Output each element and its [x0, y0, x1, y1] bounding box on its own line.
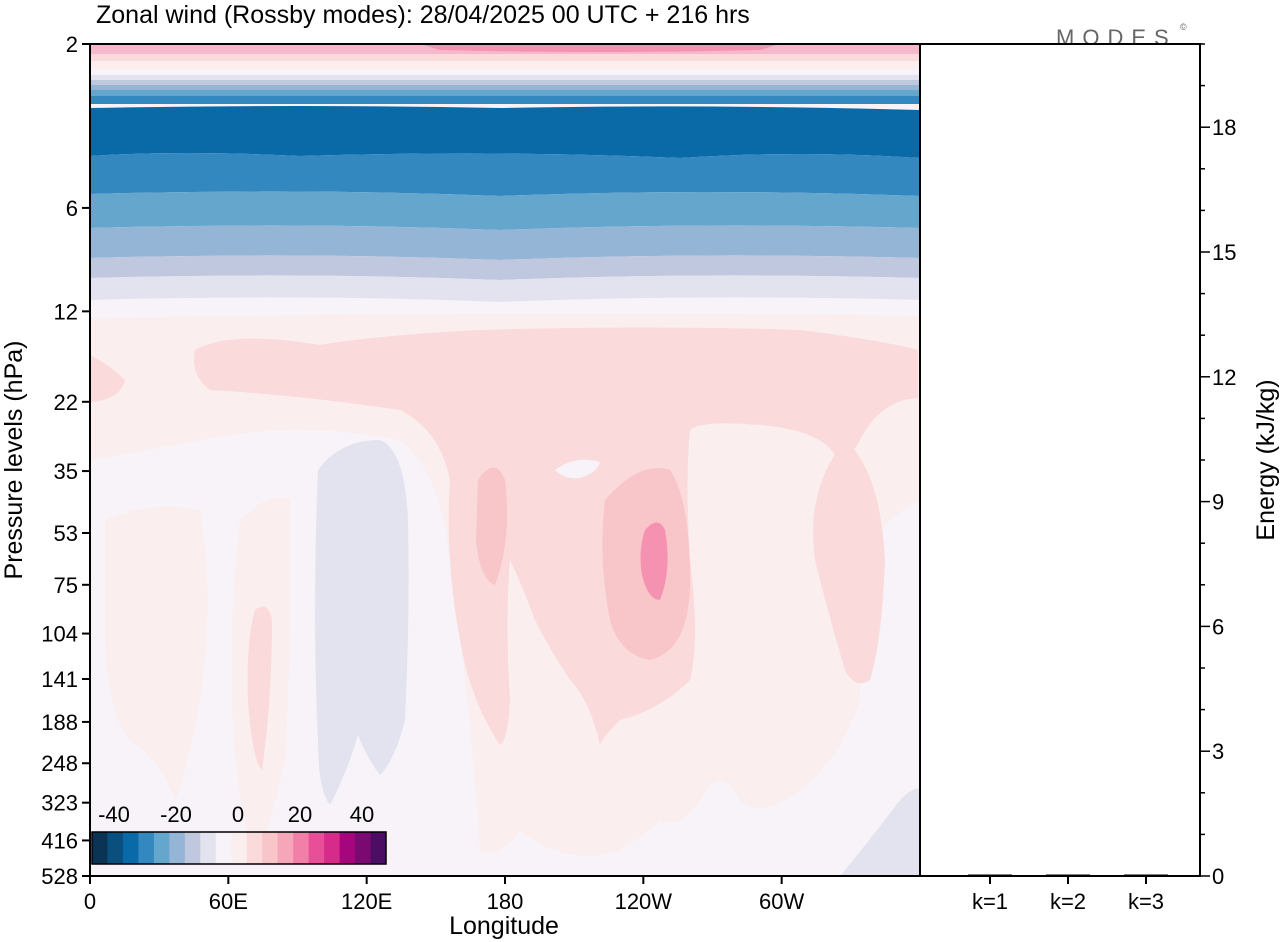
- band-blue-core: [90, 106, 920, 158]
- region-pink-left: [105, 506, 208, 800]
- energy-bars: k=1 k=2 k=3: [968, 874, 1168, 914]
- x-axis: 0 60E 120E 180 120W 60W: [84, 876, 805, 914]
- energy-bar: [968, 874, 1012, 876]
- y-tick-label: 528: [41, 864, 78, 889]
- y-tick-label: 2: [66, 32, 78, 57]
- y-tick-label: 35: [54, 459, 78, 484]
- energy-tick-label: 12: [1212, 365, 1236, 390]
- region-pink-strong-120w: [640, 522, 668, 600]
- energy-tick-label: 18: [1212, 115, 1236, 140]
- band-blue-4: [90, 96, 920, 104]
- logo-registered-mark: ©: [1180, 22, 1187, 32]
- colorbar-swatch: [138, 832, 155, 864]
- energy-tick-label: 15: [1212, 240, 1236, 265]
- energy-category-label: k=3: [1128, 889, 1164, 914]
- band-blue-mid-2: [90, 191, 920, 230]
- band-blue-lighter: [90, 255, 920, 280]
- colorbar-swatch: [92, 832, 108, 864]
- y-tick-label: 104: [41, 622, 78, 647]
- colorbar: -40 -20 0 20 40: [91, 802, 387, 865]
- x-tick-label: 60W: [759, 889, 804, 914]
- modes-logo: MODES: [1056, 25, 1177, 50]
- energy-panel-frame: [919, 43, 1201, 877]
- band-blue-2: [90, 85, 920, 90]
- band-blue-0: [90, 75, 920, 80]
- energy-category-label: k=2: [1050, 889, 1086, 914]
- y-axis: 2 6 12 22 35 53 75 104 141 188 248 323 416 528: [41, 32, 90, 889]
- x-tick-label: 120W: [615, 889, 673, 914]
- colorbar-swatch: [184, 832, 201, 864]
- band-pink-3: [90, 61, 920, 69]
- zonal-wind-heatmap: [90, 44, 920, 876]
- y-axis-label: Pressure levels (hPa): [0, 341, 28, 580]
- energy-axis: 0 3 6 9 12 15 18: [1200, 43, 1236, 889]
- y-tick-label: 53: [54, 521, 78, 546]
- band-neutral-1: [90, 69, 920, 75]
- colorbar-tick-label: -40: [98, 802, 130, 827]
- x-tick-label: 0: [84, 889, 96, 914]
- region-lavender-120e: [315, 440, 409, 805]
- colorbar-swatch: [293, 832, 310, 864]
- colorbar-swatch: [324, 832, 340, 864]
- y-tick-label: 12: [54, 299, 78, 324]
- y-tick-label: 323: [41, 791, 78, 816]
- colorbar-swatch: [122, 832, 139, 864]
- colorbar-frame: [91, 831, 387, 865]
- colorbar-swatch: [246, 832, 263, 864]
- region-pink-light-60e: [247, 606, 272, 770]
- colorbar-swatch: [169, 832, 186, 864]
- region-pale-patch: [555, 459, 600, 479]
- x-tick-label: 180: [487, 889, 524, 914]
- energy-bar: [1046, 874, 1090, 876]
- y-tick-label: 188: [41, 710, 78, 735]
- colorbar-tick-label: 0: [232, 802, 244, 827]
- energy-tick-label: 3: [1212, 739, 1224, 764]
- energy-axis-label: Energy (kJ/kg): [1252, 379, 1280, 540]
- y-tick-label: 141: [41, 667, 78, 692]
- region-pink-light-main: [194, 327, 918, 745]
- colorbar-tick-label: 20: [288, 802, 312, 827]
- region-lavender-se: [840, 788, 920, 876]
- energy-category-label: k=1: [972, 889, 1008, 914]
- colorbar-tick-label: -20: [160, 802, 192, 827]
- colorbar-swatch: [231, 832, 248, 864]
- y-tick-label: 22: [54, 390, 78, 415]
- y-tick-label: 75: [54, 573, 78, 598]
- band-blue-light: [90, 225, 920, 260]
- chart-title: Zonal wind (Rossby modes): 28/04/2025 00…: [96, 1, 750, 29]
- band-pink-2: [90, 54, 920, 61]
- colorbar-tick-label: 40: [350, 802, 374, 827]
- energy-tick-label: 0: [1212, 864, 1224, 889]
- band-blue-mid: [90, 153, 920, 196]
- colorbar-swatch: [355, 832, 371, 864]
- colorbar-swatch: [308, 832, 325, 864]
- x-axis-label: Longitude: [449, 912, 559, 940]
- region-pink-mid-180: [476, 467, 508, 585]
- region-pink-light-upper: [90, 355, 125, 402]
- y-tick-label: 416: [41, 828, 78, 853]
- band-lavender: [90, 275, 920, 302]
- x-tick-label: 60E: [209, 889, 248, 914]
- colorbar-swatch: [277, 832, 294, 864]
- colorbar-swatch: [200, 832, 217, 864]
- colorbar-swatch: [107, 832, 124, 864]
- colorbar-swatch: [215, 832, 232, 864]
- energy-tick-label: 9: [1212, 490, 1224, 515]
- energy-tick-label: 6: [1212, 614, 1224, 639]
- colorbar-swatch: [262, 832, 279, 864]
- y-tick-label: 248: [41, 751, 78, 776]
- colorbar-swatch: [370, 832, 387, 864]
- band-blue-1: [90, 80, 920, 85]
- energy-bar: [1124, 874, 1168, 876]
- band-blue-3: [90, 90, 920, 96]
- region-pink-light-east: [813, 440, 885, 684]
- colorbar-swatch: [153, 832, 170, 864]
- band-top-pink-core: [420, 44, 780, 52]
- x-tick-label: 120E: [341, 889, 392, 914]
- y-tick-label: 6: [66, 196, 78, 221]
- colorbar-swatch: [339, 832, 356, 864]
